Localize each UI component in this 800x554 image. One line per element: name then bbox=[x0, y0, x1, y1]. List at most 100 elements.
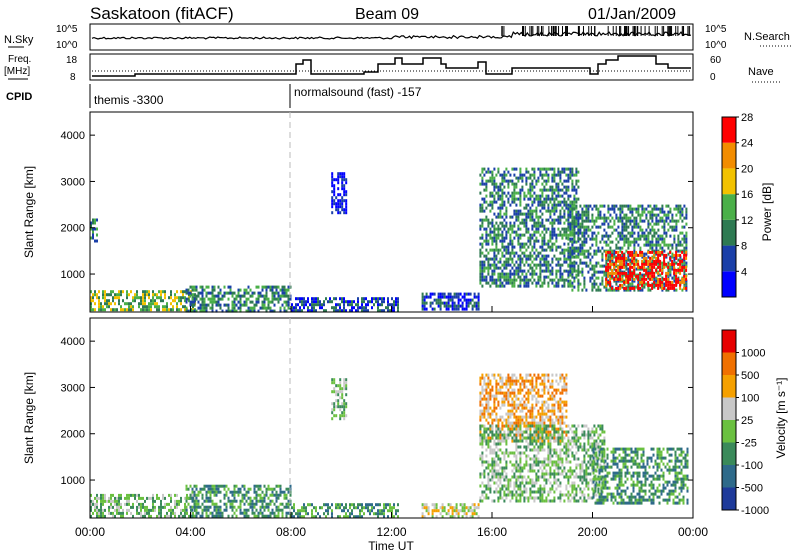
echo-cell bbox=[533, 191, 536, 195]
echo-cell bbox=[629, 286, 632, 290]
echo-cell bbox=[629, 207, 632, 211]
echo-cell bbox=[485, 454, 488, 458]
echo-cell bbox=[347, 300, 349, 304]
echo-cell bbox=[237, 490, 240, 494]
echo-cell bbox=[651, 262, 654, 266]
echo-cell bbox=[485, 448, 488, 452]
echo-cell bbox=[515, 230, 518, 234]
echo-cell bbox=[495, 254, 498, 258]
echo-cell bbox=[521, 260, 524, 264]
echo-cell bbox=[471, 509, 474, 513]
echo-cell bbox=[679, 253, 682, 257]
echo-cell bbox=[501, 224, 504, 228]
echo-cell bbox=[661, 286, 664, 290]
echo-cell bbox=[463, 292, 466, 296]
echo-cell bbox=[189, 294, 192, 298]
echo-cell bbox=[641, 255, 644, 259]
echo-cell bbox=[323, 303, 325, 307]
echo-cell bbox=[637, 207, 640, 211]
echo-cell bbox=[557, 227, 560, 231]
echo-cell bbox=[579, 237, 582, 241]
echo-cell bbox=[499, 197, 502, 201]
echo-cell bbox=[341, 184, 344, 188]
echo-cell bbox=[489, 209, 492, 213]
echo-cell bbox=[599, 210, 602, 214]
echo-cell bbox=[675, 280, 678, 284]
echo-cell bbox=[497, 391, 500, 395]
echo-cell bbox=[651, 228, 654, 232]
echo-cell bbox=[201, 309, 204, 313]
echo-cell bbox=[523, 224, 526, 228]
echo-cell bbox=[168, 308, 170, 312]
echo-cell bbox=[185, 511, 188, 515]
echo-cell bbox=[623, 288, 626, 292]
echo-cell bbox=[457, 301, 460, 305]
echo-cell bbox=[227, 303, 230, 307]
echo-cell bbox=[144, 508, 146, 512]
echo-cell bbox=[497, 260, 500, 264]
echo-cell bbox=[92, 502, 94, 506]
echo-cell bbox=[451, 304, 454, 308]
echo-cell bbox=[563, 227, 566, 231]
echo-cell bbox=[521, 278, 524, 282]
echo-cell bbox=[551, 272, 554, 276]
echo-cell bbox=[499, 385, 502, 389]
echo-cell bbox=[505, 236, 508, 240]
echo-cell bbox=[685, 268, 688, 272]
echo-cell bbox=[551, 227, 554, 231]
echo-cell bbox=[517, 263, 520, 267]
echo-cell bbox=[541, 239, 544, 243]
echo-cell bbox=[339, 303, 341, 307]
echo-cell bbox=[237, 291, 240, 295]
echo-cell bbox=[345, 506, 347, 510]
echo-cell bbox=[291, 515, 293, 519]
echo-cell bbox=[533, 221, 536, 225]
freq-panel-frame bbox=[89, 53, 694, 81]
echo-cell bbox=[539, 215, 542, 219]
echo-cell bbox=[631, 261, 634, 265]
echo-cell bbox=[611, 207, 614, 211]
echo-cell bbox=[621, 265, 624, 269]
echo-cell bbox=[261, 496, 264, 500]
echo-cell bbox=[497, 227, 500, 231]
echo-cell bbox=[427, 506, 430, 510]
echo-cell bbox=[533, 209, 536, 213]
echo-cell bbox=[677, 240, 680, 244]
echo-cell bbox=[235, 490, 238, 494]
echo-cell bbox=[309, 503, 311, 507]
echo-cell bbox=[491, 373, 494, 377]
echo-cell bbox=[535, 257, 538, 261]
echo-cell bbox=[92, 293, 94, 297]
echo-cell bbox=[579, 261, 582, 265]
echo-cell bbox=[575, 249, 578, 253]
echo-cell bbox=[92, 511, 94, 515]
echo-cell bbox=[361, 306, 363, 310]
echo-cell bbox=[511, 260, 514, 264]
echo-cell bbox=[281, 490, 284, 494]
echo-cell bbox=[259, 508, 262, 512]
echo-cell bbox=[148, 496, 150, 500]
echo-cell bbox=[613, 252, 616, 256]
echo-cell bbox=[663, 237, 666, 241]
echo-cell bbox=[523, 275, 526, 279]
echo-cell bbox=[679, 262, 682, 266]
echo-cell bbox=[503, 382, 506, 386]
echo-cell bbox=[597, 270, 600, 274]
echo-cell bbox=[677, 277, 680, 281]
echo-cell bbox=[337, 211, 340, 215]
echo-cell bbox=[667, 252, 670, 256]
echo-cell bbox=[501, 203, 504, 207]
echo-cell bbox=[118, 502, 120, 506]
echo-cell bbox=[587, 234, 590, 238]
echo-cell bbox=[631, 207, 634, 211]
echo-cell bbox=[525, 376, 528, 380]
echo-cell bbox=[142, 293, 144, 297]
echo-cell bbox=[549, 245, 552, 249]
echo-cell bbox=[613, 249, 616, 253]
echo-cell bbox=[521, 173, 524, 177]
echo-cell bbox=[535, 433, 538, 437]
echo-cell bbox=[523, 382, 526, 386]
echo-cell bbox=[331, 300, 333, 304]
echo-cell bbox=[555, 275, 558, 279]
echo-cell bbox=[261, 514, 264, 518]
